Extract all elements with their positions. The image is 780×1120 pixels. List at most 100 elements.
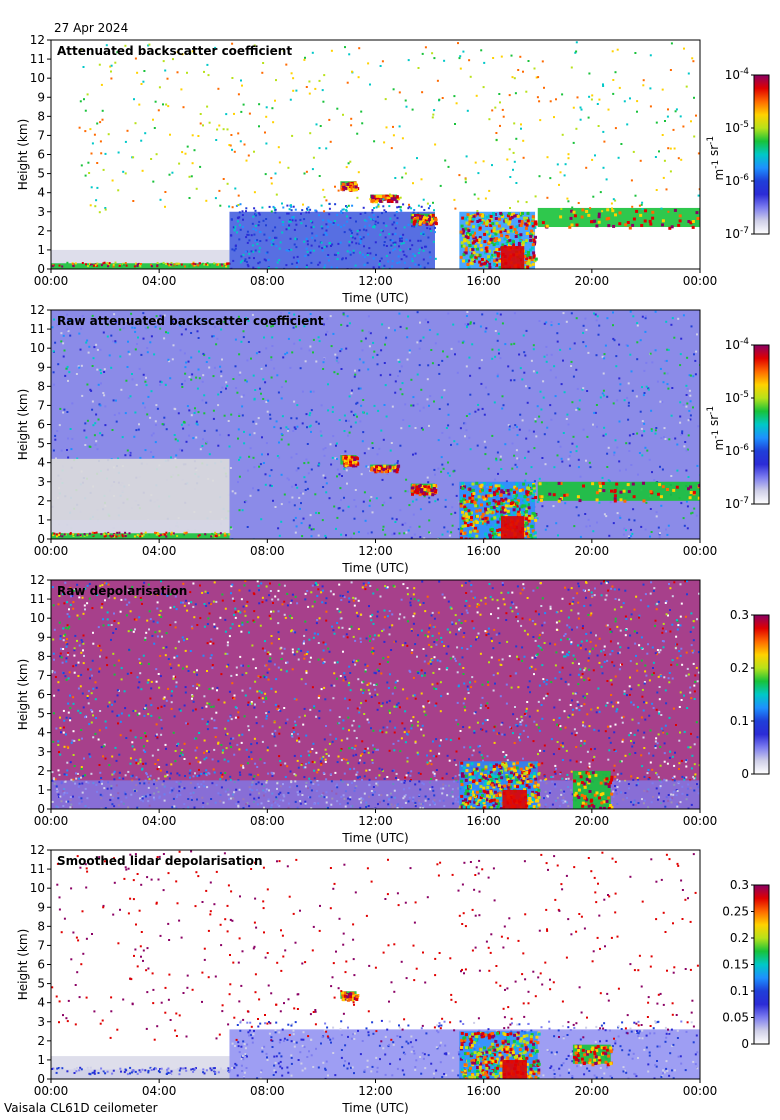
y-tick-label: 12: [30, 303, 45, 317]
colorbar-tick-label: 0.05: [722, 1011, 749, 1025]
y-tick-label: 7: [37, 398, 45, 412]
y-tick-label: 9: [37, 90, 45, 104]
x-tick-label: 12:00: [358, 814, 393, 828]
colorbar-tick-label: 10-7: [725, 226, 749, 241]
date-label: 27 Apr 2024: [54, 21, 129, 35]
x-tick-label: 08:00: [250, 544, 285, 558]
y-tick-label: 10: [30, 341, 45, 355]
x-tick-label: 08:00: [250, 1084, 285, 1098]
x-axis-label: Time (UTC): [341, 831, 408, 845]
y-axis-label: Height (km): [16, 659, 30, 730]
y-tick-label: 8: [37, 649, 45, 663]
colorbar: [753, 884, 770, 1045]
x-tick-label: 20:00: [575, 544, 610, 558]
colorbar-tick-label: 10-4: [725, 67, 750, 82]
colorbar-tick-label: 0.25: [722, 905, 749, 919]
colorbar-tick-label: 0: [741, 1037, 749, 1051]
x-tick-label: 00:00: [34, 274, 69, 288]
y-tick-label: 3: [37, 745, 45, 759]
colorbar-tick-label: 10-5: [725, 390, 749, 405]
data-field: [51, 310, 700, 539]
y-tick-label: 4: [37, 726, 45, 740]
y-tick-label: 7: [37, 128, 45, 142]
panel-1: Attenuated backscatter coefficient012345…: [16, 33, 770, 305]
y-tick-label: 5: [37, 977, 45, 991]
x-tick-label: 00:00: [34, 544, 69, 558]
y-tick-label: 11: [30, 52, 45, 66]
y-tick-label: 9: [37, 360, 45, 374]
x-tick-label: 04:00: [142, 814, 177, 828]
y-tick-label: 10: [30, 71, 45, 85]
colorbar-tick-label: 0.1: [730, 714, 749, 728]
y-tick-label: 12: [30, 573, 45, 587]
colorbar-tick-label: 10-6: [725, 173, 750, 188]
colorbar-tick-label: 0.3: [730, 608, 749, 622]
y-tick-label: 9: [37, 630, 45, 644]
colorbar-label: m-1 sr-1: [706, 406, 726, 451]
x-tick-label: 16:00: [466, 1084, 501, 1098]
y-tick-label: 7: [37, 938, 45, 952]
y-axis-label: Height (km): [16, 929, 30, 1000]
panel-title: Raw depolarisation: [57, 584, 187, 598]
y-tick-label: 1: [37, 783, 45, 797]
colorbar-tick-label: 0.2: [730, 661, 749, 675]
colorbar-tick-label: 0.1: [730, 984, 749, 998]
y-tick-label: 11: [30, 862, 45, 876]
y-tick-label: 2: [37, 494, 45, 508]
y-tick-label: 2: [37, 1034, 45, 1048]
instrument-label: Vaisala CL61D ceilometer: [4, 1101, 158, 1115]
colorbar-tick-label: 10-4: [725, 337, 750, 352]
y-tick-label: 6: [37, 418, 45, 432]
y-tick-label: 1: [37, 513, 45, 527]
colorbar: [753, 614, 770, 775]
y-tick-label: 5: [37, 707, 45, 721]
signal-band: [51, 1069, 230, 1079]
x-tick-label: 08:00: [250, 814, 285, 828]
x-tick-label: 08:00: [250, 274, 285, 288]
signal-band: [500, 516, 525, 539]
x-tick-label: 16:00: [466, 544, 501, 558]
y-tick-label: 9: [37, 900, 45, 914]
colorbar-tick-label: 10-6: [725, 443, 750, 458]
colorbar-tick-label: 10-5: [725, 120, 749, 135]
x-tick-label: 04:00: [142, 274, 177, 288]
y-tick-label: 7: [37, 668, 45, 682]
data-field: [51, 850, 700, 1079]
x-tick-label: 16:00: [466, 814, 501, 828]
colorbar-tick-label: 0.3: [730, 878, 749, 892]
y-tick-label: 0: [37, 1072, 45, 1086]
signal-band: [537, 207, 700, 228]
signal-band: [502, 789, 527, 809]
x-tick-label: 12:00: [358, 274, 393, 288]
data-field: [51, 580, 700, 809]
panel-title: Raw attenuated backscatter coefficient: [57, 314, 324, 328]
y-tick-label: 2: [37, 224, 45, 238]
y-tick-label: 3: [37, 205, 45, 219]
colorbar-tick-label: 0.2: [730, 931, 749, 945]
panel-title: Smoothed lidar depolarisation: [57, 854, 263, 868]
signal-band: [500, 246, 525, 269]
x-tick-label: 04:00: [142, 544, 177, 558]
y-tick-label: 1: [37, 1053, 45, 1067]
x-axis-label: Time (UTC): [341, 561, 408, 575]
panel-4: Smoothed lidar depolarisation01234567891…: [16, 843, 770, 1115]
y-tick-label: 1: [37, 243, 45, 257]
colorbar: [753, 74, 770, 235]
x-tick-label: 20:00: [575, 274, 610, 288]
y-tick-label: 6: [37, 148, 45, 162]
x-tick-label: 20:00: [575, 814, 610, 828]
y-tick-label: 6: [37, 688, 45, 702]
x-tick-label: 00:00: [683, 544, 718, 558]
x-tick-label: 00:00: [34, 814, 69, 828]
panel-2: Raw attenuated backscatter coefficient 0 1…: [16, 303, 770, 575]
x-tick-label: 00:00: [683, 814, 718, 828]
y-tick-label: 12: [30, 843, 45, 857]
y-axis-label: Height (km): [16, 119, 30, 190]
colorbar-tick-label: 10-7: [725, 496, 749, 511]
data-field: [51, 41, 700, 269]
y-tick-label: 2: [37, 764, 45, 778]
y-tick-label: 4: [37, 186, 45, 200]
x-axis-label: Time (UTC): [341, 1101, 408, 1115]
x-tick-label: 00:00: [683, 1084, 718, 1098]
